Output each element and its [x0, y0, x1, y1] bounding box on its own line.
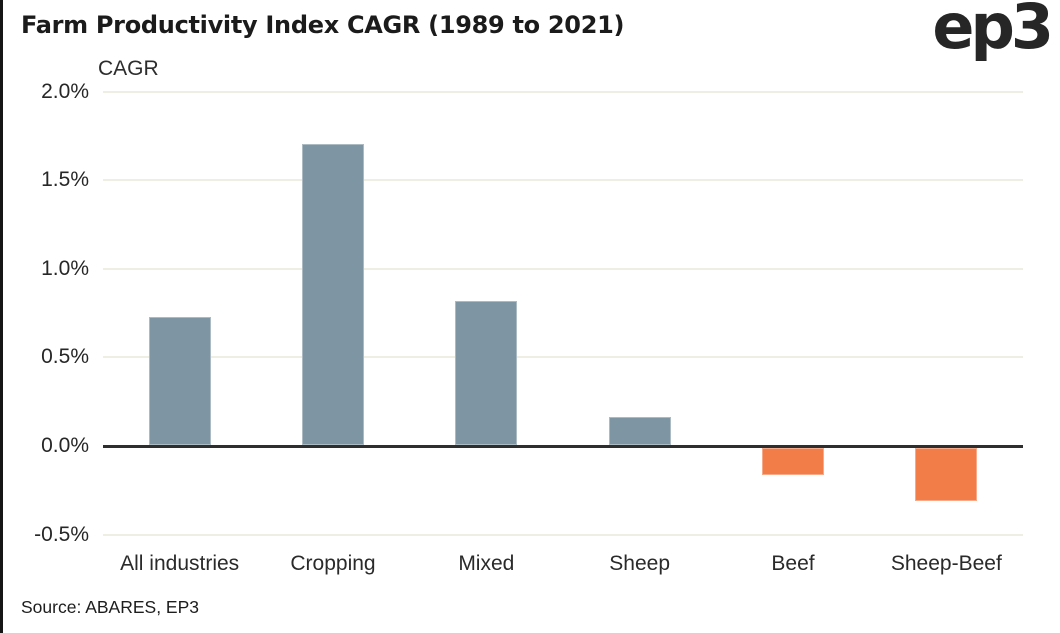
gridline — [103, 356, 1023, 359]
bar-sheep — [608, 416, 671, 445]
x-axis-label-cropping: Cropping — [290, 552, 376, 575]
y-tick-label: -0.5% — [34, 522, 89, 546]
x-axis-label-mixed: Mixed — [458, 552, 515, 575]
ep3-logo: ep3 — [932, 0, 1054, 63]
gridline — [103, 179, 1023, 182]
y-tick-label: 0.0% — [41, 434, 89, 457]
y-tick-label: 1.5% — [41, 168, 89, 192]
chart-title: Farm Productivity Index CAGR (1989 to 20… — [21, 11, 625, 39]
source-note: Source: ABARES, EP3 — [21, 597, 200, 617]
gridline — [103, 533, 1023, 536]
bar-mixed — [455, 301, 518, 445]
x-axis-label-all-industries: All industries — [120, 552, 240, 575]
gridline — [103, 267, 1023, 270]
y-tick-label: 0.5% — [41, 345, 89, 369]
y-tick-label: 1.0% — [41, 256, 89, 280]
bar-sheep-beef — [915, 448, 978, 502]
x-axis-label-sheep: Sheep — [609, 552, 671, 575]
y-tick-label: 2.0% — [41, 79, 89, 103]
x-axis-zero-line — [103, 445, 1023, 448]
bar-all-industries — [148, 317, 211, 445]
bar-cropping — [302, 143, 364, 445]
gridline — [103, 90, 1023, 93]
y-axis-title: CAGR — [98, 57, 169, 85]
x-axis-label-beef: Beef — [771, 552, 815, 575]
bar-beef — [762, 448, 824, 475]
x-axis-label-sheep-beef: Sheep-Beef — [890, 552, 1002, 575]
